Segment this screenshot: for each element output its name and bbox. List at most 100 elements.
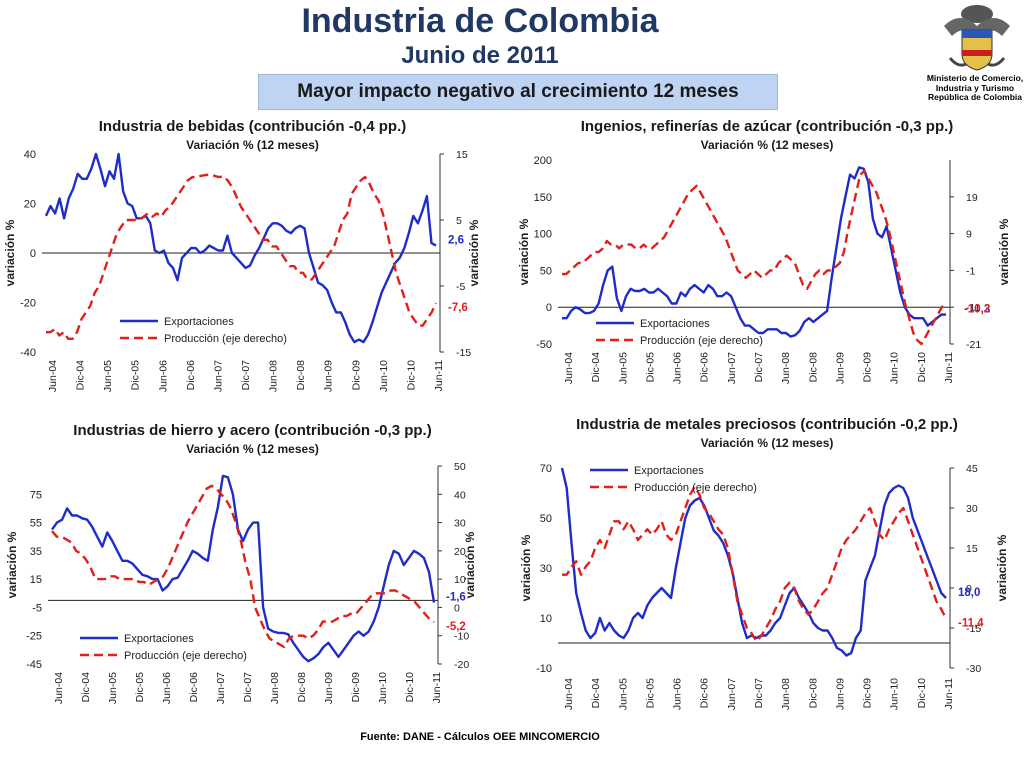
ministry-caption: Ministerio de Comercio, Industria y Turi… (926, 73, 1024, 103)
chart-plot-bebidas: -40 -20 0 20 40 -15 -5 5 15 variación % variación … (3, 149, 481, 392)
x-axis-tick-label: Jun-05 (617, 678, 629, 710)
x-axis-tick-label: Jun-07 (726, 678, 738, 710)
x-axis-tick-label: Dic-06 (699, 678, 711, 709)
x-axis-tick-label: Jun-10 (377, 672, 389, 704)
right-axis-tick-label: 15 (966, 543, 978, 555)
right-axis-tick-label: -30 (966, 663, 981, 675)
x-axis-tick-label: Dic-08 (807, 352, 819, 383)
ministry-line: República de Colombia (928, 92, 1022, 102)
legend-label: Producción (eje derecho) (640, 335, 763, 347)
x-axis-tick-label: Jun-07 (215, 672, 227, 704)
right-axis-tick-label: 19 (966, 192, 978, 204)
x-axis-tick-label: Dic-04 (75, 360, 87, 391)
right-axis-tick-label: 15 (456, 149, 468, 161)
left-axis-title: variación % (3, 219, 17, 286)
right-axis-tick-label: -20 (454, 659, 469, 671)
chart-plot-azucar: -50 0 50 100 150 200 -21 -11 -1 9 19 variación % var… (517, 155, 1011, 384)
left-axis-tick-label: -40 (20, 347, 36, 359)
x-axis-tick-label: Jun-08 (780, 678, 792, 710)
legend-label: Exportaciones (164, 316, 234, 328)
chart-panel-hierro: Industrias de hierro y acero (contribuci… (0, 418, 505, 730)
x-axis-tick-label: Dic-08 (807, 678, 819, 709)
chart-subtitle: Variación % (12 meses) (700, 436, 834, 450)
x-axis-tick-label: Dic-06 (188, 672, 200, 703)
x-axis-tick-label: Jun-04 (563, 352, 575, 384)
x-axis-tick-label: Dic-09 (350, 672, 362, 703)
x-axis-tick-label: Dic-07 (242, 672, 254, 703)
right-axis-tick-label: 10 (454, 574, 466, 586)
x-axis-tick-label: Jun-06 (157, 360, 169, 392)
left-axis-tick-label: -25 (26, 631, 42, 643)
right-axis-tick-label: 20 (454, 546, 466, 558)
x-axis-tick-label: Jun-08 (268, 360, 280, 392)
x-axis-tick-label: Jun-10 (378, 360, 390, 392)
x-axis-tick-label: Jun-05 (102, 360, 114, 392)
right-axis-title: variación % (995, 534, 1009, 601)
left-axis-title: variación % (5, 531, 19, 598)
right-axis-tick-label: 9 (966, 229, 972, 241)
x-axis-tick-label: Jun-04 (53, 672, 65, 704)
x-axis-tick-label: Dic-06 (699, 352, 711, 383)
left-axis-tick-label: 200 (534, 155, 552, 167)
x-axis-tick-label: Jun-11 (433, 360, 445, 391)
x-axis-tick-label: Jun-10 (889, 352, 901, 384)
chart-panel-bebidas: Industria de bebidas (contribución -0,4 … (0, 116, 505, 416)
left-axis-tick-label: 10 (540, 613, 552, 625)
series-end-label: 2,6 (448, 235, 464, 247)
chart-title: Industria de metales preciosos (contribu… (576, 416, 958, 433)
left-axis-tick-label: 15 (30, 574, 42, 586)
right-axis-tick-label: -15 (456, 347, 471, 359)
left-axis-tick-label: 100 (534, 229, 552, 241)
right-axis-tick-label: -5 (456, 281, 465, 293)
right-axis-tick-label: 5 (456, 215, 462, 227)
x-axis-tick-label: Jun-08 (269, 672, 281, 704)
right-axis-tick-label: 50 (454, 461, 466, 473)
exports-series-line (562, 166, 946, 338)
x-axis-tick-label: Jun-11 (943, 678, 955, 709)
x-axis-tick-label: Jun-05 (107, 672, 119, 704)
series-end-label: -10,3 (964, 304, 990, 316)
x-axis-tick-label: Dic-05 (644, 352, 656, 383)
x-axis-tick-label: Dic-09 (350, 360, 362, 391)
right-axis-tick-label: 45 (966, 463, 978, 475)
right-axis-tick-label: 30 (454, 518, 466, 530)
x-axis-tick-label: Jun-11 (943, 352, 955, 383)
x-axis-tick-label: Jun-07 (726, 352, 738, 384)
x-axis-tick-label: Dic-10 (405, 360, 417, 391)
x-axis-tick-label: Jun-09 (323, 672, 335, 704)
series-end-label: -10,2 (964, 303, 990, 315)
right-axis-title: variación % (467, 219, 481, 286)
production-series-line (562, 169, 947, 346)
x-axis-tick-label: Dic-09 (862, 678, 874, 709)
x-axis-tick-label: Dic-10 (404, 672, 416, 703)
production-series-line (46, 173, 438, 341)
left-axis-tick-label: 35 (30, 546, 42, 558)
x-axis-tick-label: Jun-06 (672, 352, 684, 384)
left-axis-tick-label: 55 (30, 518, 42, 530)
chart-title: Industria de bebidas (contribución -0,4 … (98, 118, 407, 135)
left-axis-tick-label: 150 (534, 192, 552, 204)
x-axis-tick-label: Jun-04 (563, 678, 575, 710)
ministry-line: Ministerio de Comercio, (926, 73, 1024, 83)
exports-series-line (51, 474, 436, 663)
chart-panel-metales: Industria de metales preciosos (contribu… (510, 412, 1024, 730)
left-axis-tick-label: -50 (536, 339, 552, 351)
right-axis-tick-label: -21 (966, 339, 981, 351)
legend-label: Producción (eje derecho) (164, 333, 287, 345)
ministry-line: Industria y Turismo (935, 82, 1015, 93)
left-axis-tick-label: -10 (536, 663, 552, 675)
series-end-label: -7,6 (448, 302, 468, 314)
right-axis-tick-label: -11 (966, 302, 981, 314)
left-axis-tick-label: 70 (540, 463, 552, 475)
x-axis-tick-label: Dic-04 (80, 672, 92, 703)
coat-of-arms-logo (944, 5, 1010, 71)
right-axis-tick-label: -15 (966, 623, 981, 635)
x-axis-tick-label: Dic-08 (295, 360, 307, 391)
page-title: Industria de Colombia (301, 2, 659, 40)
x-axis-tick-label: Jun-06 (672, 678, 684, 710)
legend-label: Exportaciones (124, 633, 194, 645)
x-axis-tick-label: Jun-09 (323, 360, 335, 392)
x-axis-tick-label: Dic-06 (185, 360, 197, 391)
x-axis-tick-label: Jun-06 (161, 672, 173, 704)
x-axis-tick-label: Dic-07 (753, 352, 765, 383)
